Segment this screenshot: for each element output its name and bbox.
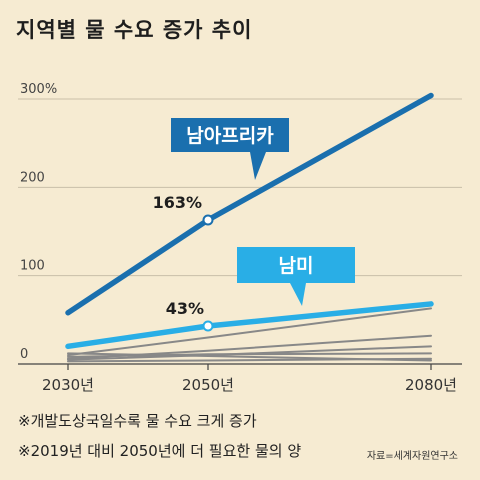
highlight-marker <box>202 320 214 332</box>
x-tick-label: 2030년 <box>42 376 94 394</box>
series-line-other <box>67 357 432 363</box>
chart-title: 지역별 물 수요 증가 추이 <box>16 18 253 42</box>
series-name-label: 남아프리카 <box>186 125 274 147</box>
x-axis: 2030년 2050년 2080년 <box>42 364 457 394</box>
y-axis: 300% 200 100 0 <box>20 82 57 362</box>
data-label: 43% <box>166 299 204 318</box>
x-tick-label: 2050년 <box>182 376 234 394</box>
badge-pointer <box>250 152 266 180</box>
series-line-other <box>67 352 432 358</box>
x-tick-label: 2080년 <box>405 376 457 394</box>
badge-pointer <box>290 283 306 306</box>
footnote-2: ※2019년 대비 2050년에 더 필요한 물의 양 <box>18 442 302 460</box>
footnote-1: ※개발도상국일수록 물 수요 크게 증가 <box>18 412 257 430</box>
highlight-markers: 163% 43% <box>153 193 214 332</box>
y-tick-label: 0 <box>20 347 28 362</box>
series-name-label: 남미 <box>279 255 314 277</box>
series-badge <box>237 247 355 283</box>
y-tick-label: 100 <box>20 259 45 274</box>
source-credit: 자료=세계자원연구소 <box>366 451 458 462</box>
series-line-other <box>67 307 432 357</box>
series-badge <box>171 118 289 152</box>
y-tick-label: 300% <box>20 82 57 97</box>
data-label: 163% <box>153 193 202 212</box>
y-tick-label: 200 <box>20 170 45 185</box>
highlight-marker <box>202 214 214 226</box>
